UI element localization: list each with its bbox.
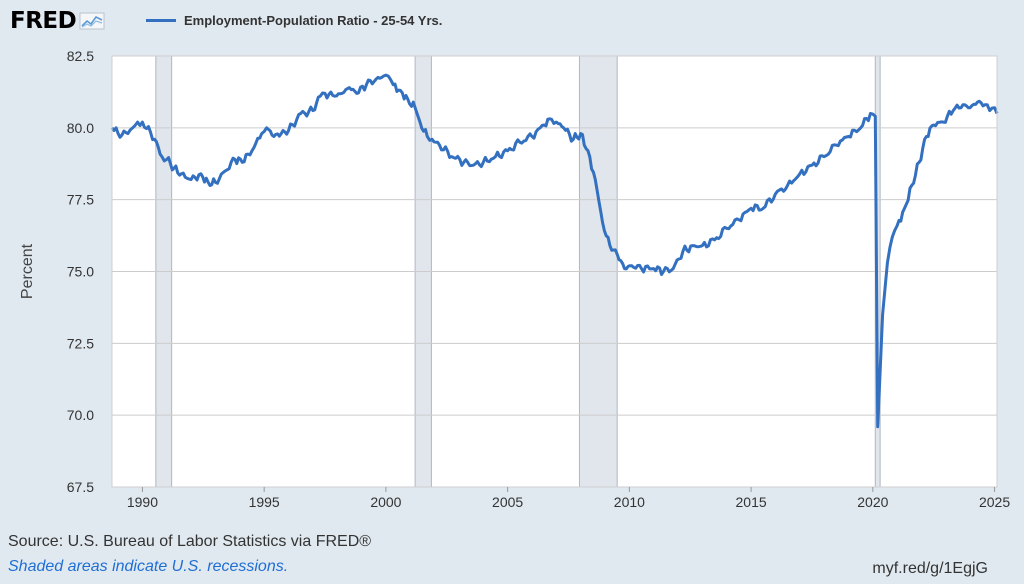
y-tick-label: 70.0 [67,407,94,423]
y-axis-ticks: 67.5 70.0 72.5 75.0 77.5 80.0 82.5 [67,48,94,495]
line-chart[interactable]: 67.5 70.0 72.5 75.0 77.5 80.0 82.5 1990 1995 200… [0,0,1024,530]
x-tick-label: 2005 [492,494,523,510]
y-tick-label: 67.5 [67,479,94,495]
fred-logo[interactable]: FRED [10,8,105,34]
legend-swatch [146,19,176,22]
series-line [110,73,999,429]
y-tick-label: 72.5 [67,335,94,351]
legend-label: Employment-Population Ratio - 25-54 Yrs. [184,13,443,28]
x-tick-label: 1990 [127,494,158,510]
short-url-link[interactable]: myf.red/g/1EgjG [872,560,988,577]
x-tick-label: 1995 [249,494,280,510]
recession-note: Shaded areas indicate U.S. recessions. [8,558,289,575]
y-tick-label: 82.5 [67,48,94,64]
y-tick-label: 75.0 [67,264,94,280]
x-tick-label: 2010 [614,494,645,510]
y-axis-label: Percent [19,243,36,299]
x-tick-label: 2000 [370,494,401,510]
chart-header: FRED Employment-Population Ratio - 25-54… [0,0,1024,44]
line-chart-icon [79,12,105,30]
series-layer [110,73,999,429]
y-tick-label: 77.5 [67,192,94,208]
x-tick-label: 2025 [979,494,1010,510]
y-tick-label: 80.0 [67,120,94,136]
chart-legend: Employment-Population Ratio - 25-54 Yrs. [146,13,442,28]
x-tick-label: 2020 [857,494,888,510]
x-tick-label: 2015 [736,494,767,510]
plot-border [111,55,998,488]
fred-logo-text: FRED [10,8,77,34]
x-axis-ticks: 1990 1995 2000 2005 2010 2015 2020 2025 [127,487,1010,510]
source-note: Source: U.S. Bureau of Labor Statistics … [8,533,372,550]
